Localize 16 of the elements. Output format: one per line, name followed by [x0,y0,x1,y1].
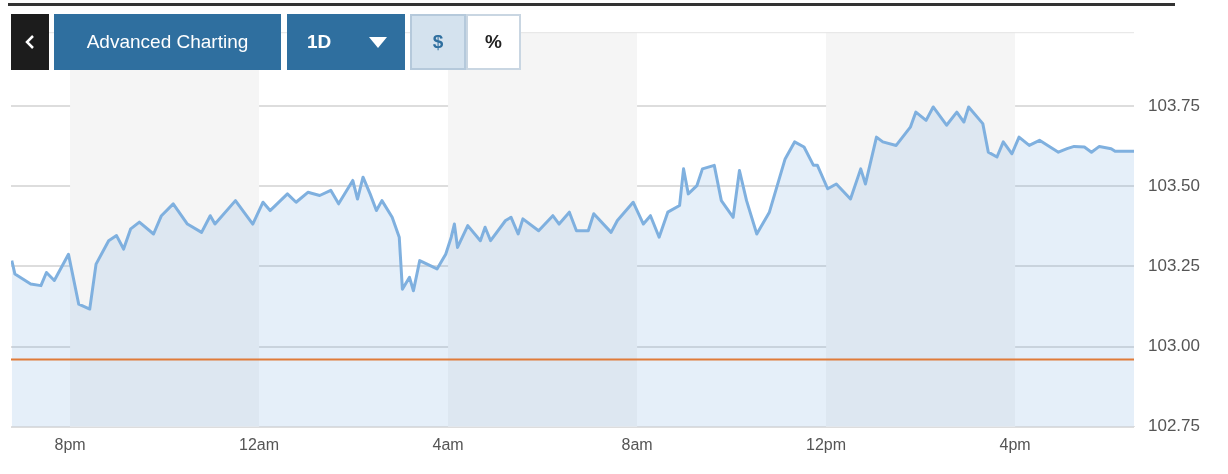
y-tick-label: 103.50 [1148,175,1200,195]
x-tick-label: 4am [432,435,464,453]
x-tick-label: 4pm [999,435,1031,453]
x-tick-label: 12am [239,435,280,453]
advanced-charting-button: Advanced Charting [54,14,281,70]
annotation: 1D [307,31,332,53]
x-tick-label: 8am [621,435,653,453]
x-tick-label: 8pm [54,435,86,453]
percent-toggle: % [466,14,521,70]
y-tick-label: 103.75 [1148,95,1200,115]
x-tick-label: 12pm [806,435,847,453]
y-tick-label: 103.25 [1148,256,1200,276]
dollar-toggle: $ [410,14,466,70]
range-dropdown: 1D [287,14,405,70]
y-tick-label: 103.00 [1148,336,1200,356]
y-tick-label: 102.75 [1148,416,1200,436]
